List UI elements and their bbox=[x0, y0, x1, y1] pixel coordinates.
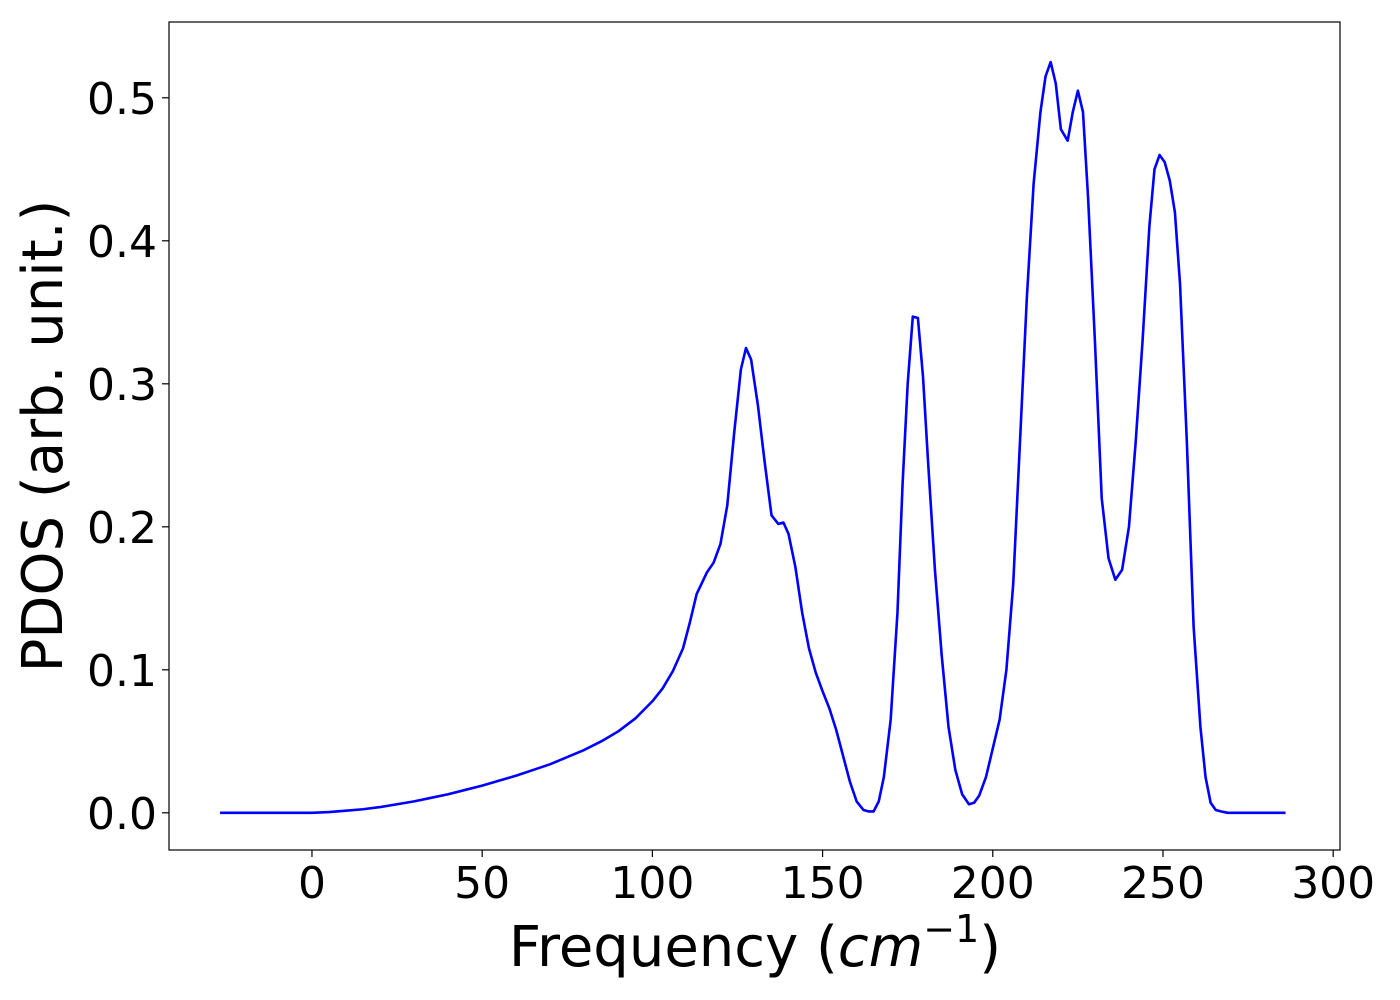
x-axis-label-superscript: −1 bbox=[923, 907, 979, 951]
axes-frame bbox=[168, 21, 1341, 851]
x-axis-label-close: ) bbox=[979, 915, 1001, 980]
y-tick-label: 0.4 bbox=[87, 217, 157, 268]
x-axis-label: Frequency (cm−1) bbox=[509, 907, 1001, 980]
y-tick-label: 0.0 bbox=[87, 789, 157, 840]
x-tick-label: 0 bbox=[298, 858, 326, 909]
y-tick-label: 0.3 bbox=[87, 360, 157, 411]
x-axis-label-math: cm bbox=[838, 915, 923, 980]
plot-area bbox=[220, 60, 1286, 815]
y-tick-label: 0.5 bbox=[87, 74, 157, 125]
x-tick-label: 300 bbox=[1291, 858, 1375, 909]
x-axis-label-text: Frequency ( bbox=[509, 915, 838, 980]
x-tick-label: 100 bbox=[610, 858, 694, 909]
x-tick-label: 50 bbox=[454, 858, 510, 909]
y-axis-label: PDOS (arb. unit.) bbox=[11, 200, 76, 673]
series-line-0 bbox=[220, 60, 1286, 815]
y-tick-label: 0.1 bbox=[87, 646, 157, 697]
y-axis-ticks: 0.0 0.1 0.2 0.3 0.4 0.5 bbox=[87, 74, 169, 840]
y-tick-label: 0.2 bbox=[87, 503, 157, 554]
x-axis-ticks: 0 50 100 150 200 250 300 bbox=[298, 850, 1375, 909]
x-tick-label: 150 bbox=[781, 858, 865, 909]
x-tick-label: 250 bbox=[1121, 858, 1205, 909]
x-tick-label: 200 bbox=[951, 858, 1035, 909]
